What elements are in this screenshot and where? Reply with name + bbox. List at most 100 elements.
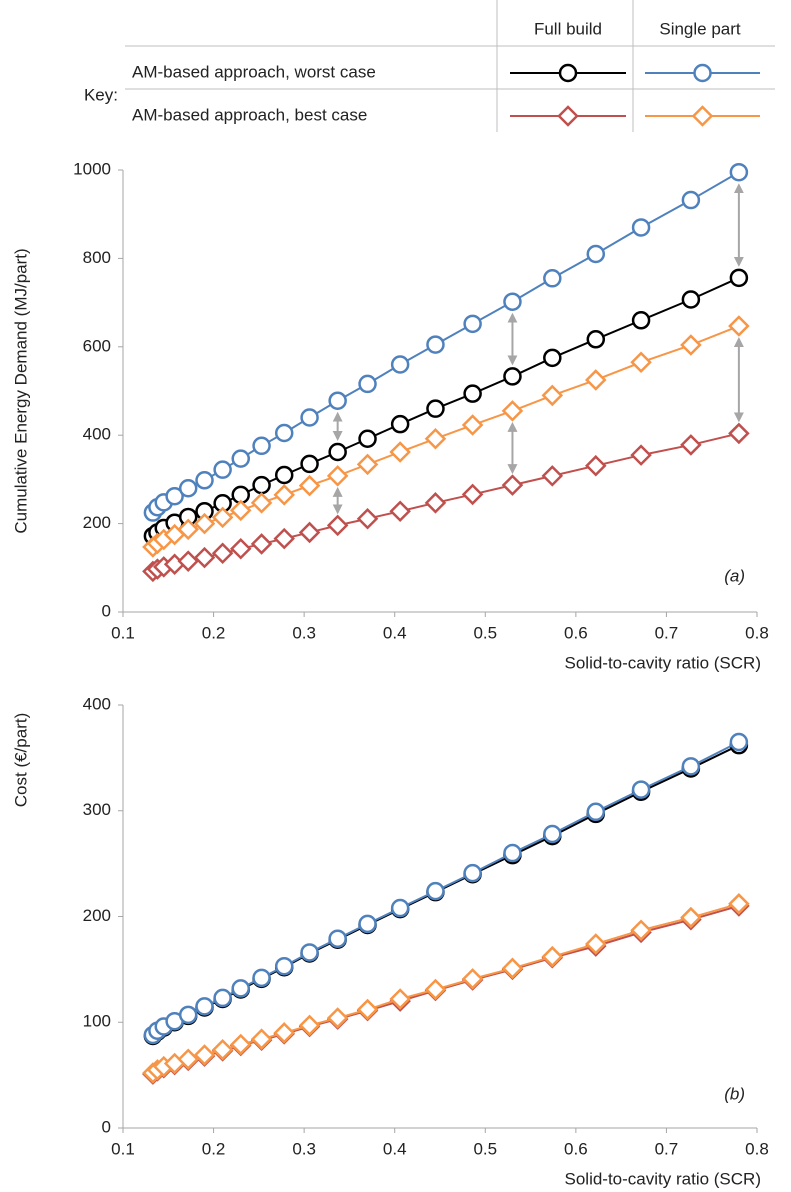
circle-marker — [543, 824, 562, 844]
circle-marker — [729, 268, 749, 288]
y-tick-label: 1000 — [73, 159, 111, 178]
diamond-marker — [389, 500, 411, 522]
diamond-marker — [273, 484, 295, 506]
diamond-marker — [193, 1044, 216, 1066]
key-row: AM-based approach, best case — [132, 105, 367, 124]
diamond-marker — [177, 518, 199, 541]
diamond-marker — [461, 968, 484, 990]
circle-marker — [729, 162, 749, 182]
diamond-marker — [356, 507, 379, 530]
x-tick-label: 0.2 — [202, 623, 226, 642]
circle-marker — [463, 863, 482, 883]
circle-marker — [586, 802, 606, 822]
circle-marker — [586, 330, 606, 349]
circle-marker — [300, 454, 319, 474]
key-column: Full build — [534, 19, 602, 38]
diamond-marker — [229, 499, 252, 522]
circle-marker — [631, 780, 651, 799]
circle-marker — [586, 244, 606, 264]
y-tick-label: 0 — [102, 601, 111, 620]
circle-marker — [252, 475, 271, 495]
circle-marker — [358, 429, 377, 448]
diamond-marker — [211, 506, 234, 529]
circle-marker — [681, 290, 701, 309]
diamond-marker — [728, 315, 750, 337]
diamond-marker — [177, 1048, 199, 1071]
circle-marker — [681, 190, 701, 210]
diamond-marker — [298, 521, 321, 544]
diamond-marker — [389, 988, 411, 1010]
y-tick-label: 0 — [102, 1117, 111, 1136]
circle-marker — [213, 460, 232, 479]
x-tick-label: 0.7 — [655, 1139, 679, 1158]
y-axis-title: Cumulative Energy Demand (MJ/part) — [11, 248, 30, 533]
circle-marker — [631, 218, 651, 237]
circle-marker — [390, 414, 410, 434]
circle-marker — [213, 988, 232, 1008]
diamond-marker — [585, 933, 607, 955]
x-tick-label: 0.3 — [292, 1139, 316, 1158]
diamond-marker — [728, 422, 750, 445]
x-tick-label: 0.5 — [473, 623, 497, 642]
diamond-marker — [630, 919, 652, 942]
x-tick-label: 0.5 — [473, 1139, 497, 1158]
circle-marker — [252, 968, 271, 988]
diamond-marker — [630, 351, 652, 374]
circle-marker — [390, 898, 410, 918]
y-axis-title: Cost (€/part) — [11, 713, 30, 807]
circle-marker — [681, 757, 701, 776]
x-tick-label: 0.1 — [111, 623, 135, 642]
key-row: AM-based approach, worst case — [132, 62, 376, 81]
y-tick-label: 600 — [83, 336, 111, 355]
diamond-marker — [541, 945, 564, 968]
circle-marker — [729, 732, 749, 752]
diamond-marker — [680, 434, 702, 456]
diamond-marker — [211, 1038, 234, 1061]
circle-marker — [463, 384, 482, 403]
circle-marker — [178, 1005, 198, 1025]
diamond-marker — [728, 893, 750, 915]
circle-marker — [165, 486, 184, 506]
circle-marker — [426, 881, 445, 901]
diamond-marker — [501, 474, 524, 496]
x-tick-label: 0.2 — [202, 1139, 226, 1158]
circle-marker — [252, 436, 271, 456]
diamond-marker — [193, 512, 216, 535]
x-tick-label: 0.1 — [111, 1139, 135, 1158]
diamond-marker — [461, 483, 484, 506]
circle-marker — [274, 465, 294, 485]
circle-marker — [503, 292, 522, 311]
y-tick-label: 200 — [83, 513, 111, 532]
y-tick-label: 400 — [83, 694, 111, 713]
x-axis-title: Solid-to-cavity ratio (SCR) — [565, 653, 762, 672]
circle-marker — [231, 979, 250, 998]
circle-marker — [274, 956, 294, 976]
diamond-marker — [298, 1014, 321, 1037]
x-tick-label: 0.6 — [564, 623, 588, 642]
diamond-marker — [326, 465, 349, 487]
x-tick-label: 0.4 — [383, 623, 407, 642]
y-tick-label: 800 — [83, 248, 111, 267]
x-axis-title: Solid-to-cavity ratio (SCR) — [565, 1169, 762, 1188]
circle-marker — [328, 391, 347, 410]
key-label: Key: — [84, 85, 118, 104]
diamond-marker — [461, 414, 484, 436]
circle-marker — [426, 335, 445, 354]
diamond-marker — [424, 492, 447, 514]
diamond-marker — [326, 514, 349, 537]
diamond-marker — [541, 465, 564, 487]
circle-marker — [358, 374, 377, 394]
circle-marker — [543, 348, 562, 368]
diamond-marker — [273, 527, 295, 550]
circle-marker — [328, 929, 347, 948]
x-tick-label: 0.7 — [655, 623, 679, 642]
diamond-marker — [424, 978, 447, 1001]
diamond-marker — [326, 1007, 349, 1029]
circle-marker — [543, 269, 562, 288]
diamond-marker — [298, 474, 321, 497]
diamond-marker — [211, 542, 234, 564]
circle-marker — [358, 914, 377, 934]
y-tick-label: 100 — [83, 1012, 111, 1031]
x-tick-label: 0.4 — [383, 1139, 407, 1158]
key-sample-marker — [557, 105, 579, 127]
